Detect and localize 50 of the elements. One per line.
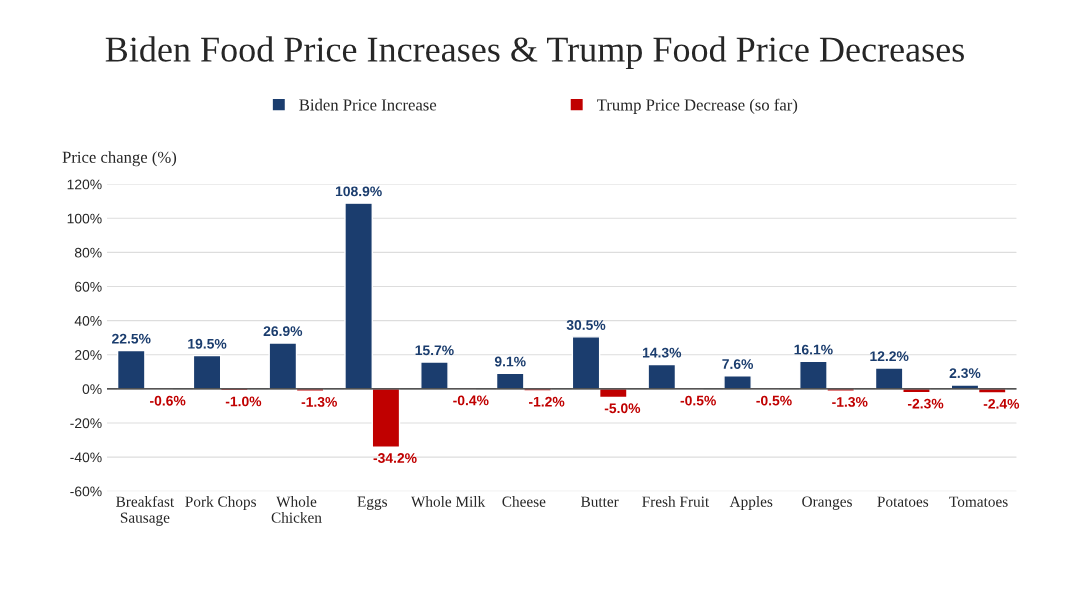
x-tick-label: Cheese: [502, 496, 546, 507]
y-tick-label: -40%: [70, 452, 102, 463]
x-tick-label: Breakfast Sausage: [116, 495, 175, 526]
data-label: -1.3%: [832, 397, 868, 407]
data-label: 26.9%: [263, 326, 303, 337]
data-label: 12.2%: [870, 351, 909, 362]
data-label: -5.0%: [604, 403, 641, 414]
data-label: -2.3%: [907, 398, 944, 409]
y-tick-label: 40%: [74, 315, 102, 326]
y-tick-label: 20%: [75, 350, 102, 360]
x-tick-label: Fresh Fruit: [642, 496, 710, 507]
data-label: -1.3%: [301, 397, 337, 407]
x-tick-label: Whole Milk: [410, 496, 486, 507]
y-tick-label: 120%: [67, 179, 102, 190]
data-label: 2.3%: [949, 368, 981, 379]
data-label: 30.5%: [566, 320, 606, 330]
x-tick-label: Whole Chicken: [271, 496, 322, 523]
data-label: 19.5%: [188, 338, 227, 349]
data-label: 7.6%: [722, 359, 754, 369]
data-label: 9.1%: [494, 356, 526, 367]
x-tick-label: Eggs: [357, 496, 387, 510]
y-tick-label: 0%: [82, 384, 102, 395]
data-label: -1.2%: [528, 396, 565, 407]
legend-label: Trump Price Decrease (so far): [597, 98, 798, 114]
data-label: -0.5%: [680, 395, 716, 406]
data-label: 14.3%: [642, 347, 682, 358]
data-label: 108.9%: [335, 186, 382, 197]
data-label: -0.6%: [150, 395, 186, 406]
y-tick-label: -20%: [70, 418, 102, 429]
data-label: -0.5%: [756, 395, 792, 406]
legend-label: Biden Price Increase: [299, 98, 437, 111]
data-label: 15.7%: [415, 345, 454, 356]
x-tick-label: Butter: [580, 496, 619, 507]
x-tick-label: Apples: [729, 496, 773, 510]
y-axis-title: Price change (%): [62, 151, 177, 167]
data-label: -34.2%: [373, 453, 417, 463]
chart-title: Biden Food Price Increases & Trump Food Price Decreases: [105, 36, 964, 70]
data-label: 16.1%: [794, 344, 833, 355]
data-label: -1.0%: [225, 396, 262, 407]
x-tick-label: Pork Chops: [185, 496, 256, 510]
data-label: -0.4%: [453, 395, 489, 406]
data-label: -2.4%: [983, 398, 1020, 409]
data-label: 22.5%: [112, 333, 151, 344]
x-tick-label: Potatoes: [877, 496, 929, 507]
y-tick-label: 80%: [74, 247, 102, 258]
x-tick-label: Oranges: [802, 496, 852, 510]
y-tick-label: 100%: [67, 213, 102, 224]
x-tick-label: Tomatoes: [949, 496, 1008, 507]
y-tick-label: -60%: [70, 486, 102, 497]
y-tick-label: 60%: [75, 281, 102, 292]
